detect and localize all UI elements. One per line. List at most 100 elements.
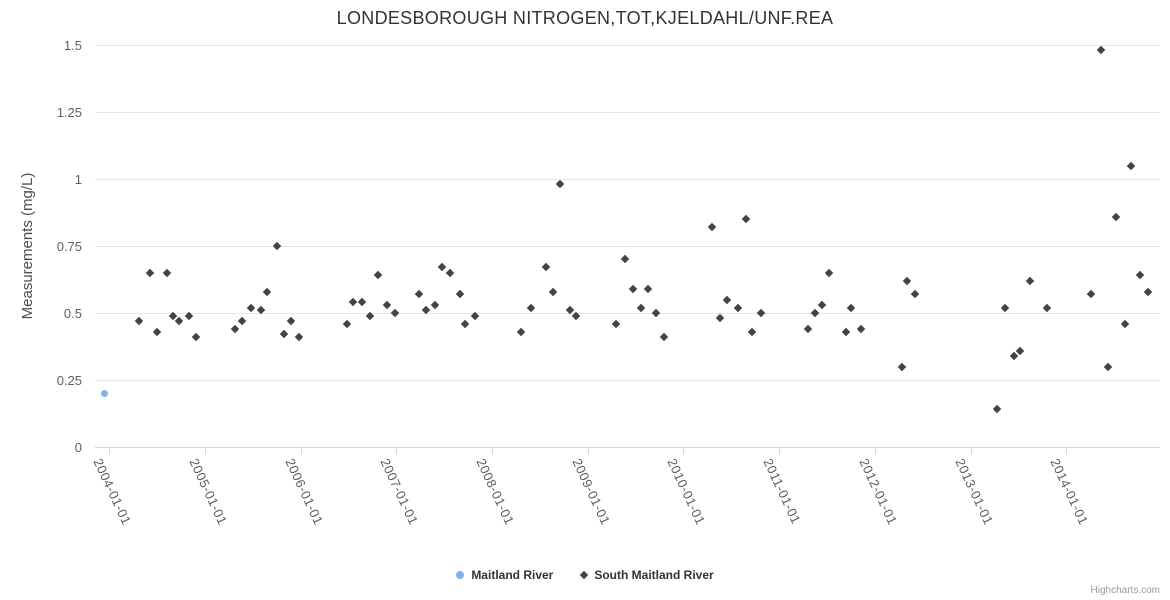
x-axis-tick <box>205 448 206 454</box>
data-point-south-maitland-river[interactable] <box>294 332 304 342</box>
circle-marker-icon <box>456 571 465 579</box>
data-point-south-maitland-river[interactable] <box>1135 271 1145 280</box>
data-point-south-maitland-river[interactable] <box>382 300 392 310</box>
data-point-south-maitland-river[interactable] <box>152 327 162 336</box>
data-point-south-maitland-river[interactable] <box>262 287 272 296</box>
data-point-south-maitland-river[interactable] <box>516 327 526 336</box>
x-axis-tick <box>301 448 302 454</box>
data-point-south-maitland-river[interactable] <box>438 263 447 272</box>
highcharts-credits[interactable]: Highcharts.com <box>1090 585 1160 596</box>
y-axis-tick-label: 1.5 <box>63 38 82 53</box>
data-point-south-maitland-river[interactable] <box>145 268 154 278</box>
data-point-south-maitland-river[interactable] <box>1111 212 1121 221</box>
data-point-south-maitland-river[interactable] <box>707 222 717 232</box>
x-axis-tick <box>971 448 972 454</box>
data-point-south-maitland-river[interactable] <box>1000 303 1010 312</box>
y-gridline <box>95 380 1160 381</box>
x-axis-tick <box>779 448 780 454</box>
data-point-south-maitland-river[interactable] <box>246 303 256 312</box>
x-axis-tick-label: 2009-01-01 <box>569 456 614 528</box>
data-point-south-maitland-river[interactable] <box>134 316 144 326</box>
x-axis-tick-label: 2004-01-01 <box>90 456 135 528</box>
data-point-south-maitland-river[interactable] <box>1096 46 1105 55</box>
data-point-south-maitland-river[interactable] <box>192 332 201 342</box>
x-axis-tick <box>492 448 493 454</box>
data-point-south-maitland-river[interactable] <box>1120 319 1129 328</box>
data-point-south-maitland-river[interactable] <box>817 300 827 310</box>
data-point-south-maitland-river[interactable] <box>715 314 725 323</box>
data-point-south-maitland-river[interactable] <box>993 405 1002 414</box>
data-point-south-maitland-river[interactable] <box>620 255 630 264</box>
data-point-south-maitland-river[interactable] <box>430 300 439 310</box>
data-point-south-maitland-river[interactable] <box>415 289 424 299</box>
data-point-south-maitland-river[interactable] <box>174 316 184 326</box>
legend-label: Maitland River <box>471 568 554 582</box>
data-point-south-maitland-river[interactable] <box>612 319 621 328</box>
data-point-south-maitland-river[interactable] <box>1104 362 1113 371</box>
x-axis-tick-label: 2012-01-01 <box>856 456 901 528</box>
data-point-south-maitland-river[interactable] <box>748 327 757 336</box>
x-axis-tick <box>396 448 397 454</box>
data-point-south-maitland-river[interactable] <box>824 268 834 278</box>
data-point-south-maitland-river[interactable] <box>455 289 464 299</box>
data-point-south-maitland-river[interactable] <box>637 303 646 312</box>
data-point-south-maitland-river[interactable] <box>651 308 660 318</box>
data-point-south-maitland-river[interactable] <box>342 319 351 328</box>
data-point-south-maitland-river[interactable] <box>628 284 637 294</box>
data-point-south-maitland-river[interactable] <box>1042 303 1052 312</box>
data-point-south-maitland-river[interactable] <box>238 316 247 326</box>
data-point-south-maitland-river[interactable] <box>660 332 669 342</box>
data-point-south-maitland-river[interactable] <box>741 214 750 224</box>
data-point-south-maitland-river[interactable] <box>390 308 399 318</box>
data-point-south-maitland-river[interactable] <box>357 298 367 307</box>
data-point-south-maitland-river[interactable] <box>445 268 455 278</box>
x-axis-tick-label: 2010-01-01 <box>664 456 709 528</box>
data-point-south-maitland-river[interactable] <box>857 324 866 334</box>
x-axis-tick <box>683 448 684 454</box>
data-point-maitland-river[interactable] <box>101 389 109 397</box>
data-point-south-maitland-river[interactable] <box>1086 289 1096 299</box>
data-point-south-maitland-river[interactable] <box>272 241 282 251</box>
data-point-south-maitland-river[interactable] <box>1009 351 1018 361</box>
legend-item-south-maitland-river[interactable]: South Maitland River <box>580 568 714 582</box>
data-point-south-maitland-river[interactable] <box>756 308 766 318</box>
data-point-south-maitland-river[interactable] <box>846 303 856 312</box>
data-point-south-maitland-river[interactable] <box>903 276 912 286</box>
legend-label: South Maitland River <box>594 568 714 582</box>
data-point-south-maitland-river[interactable] <box>723 295 732 304</box>
data-point-south-maitland-river[interactable] <box>541 263 550 272</box>
data-point-south-maitland-river[interactable] <box>549 287 558 296</box>
y-gridline <box>95 112 1160 113</box>
data-point-south-maitland-river[interactable] <box>349 298 358 307</box>
x-axis-line <box>95 447 1160 448</box>
data-point-south-maitland-river[interactable] <box>286 316 296 326</box>
data-point-south-maitland-river[interactable] <box>733 303 743 312</box>
data-point-south-maitland-river[interactable] <box>373 271 383 280</box>
data-point-south-maitland-river[interactable] <box>461 319 470 328</box>
legend: Maitland River South Maitland River <box>0 568 1170 582</box>
data-point-south-maitland-river[interactable] <box>279 330 288 339</box>
y-axis-tick-label: 0.25 <box>56 373 82 388</box>
data-point-south-maitland-river[interactable] <box>555 180 565 189</box>
data-point-south-maitland-river[interactable] <box>1025 276 1035 286</box>
data-point-south-maitland-river[interactable] <box>810 308 819 318</box>
data-point-south-maitland-river[interactable] <box>527 303 536 312</box>
data-point-south-maitland-river[interactable] <box>1143 287 1152 296</box>
data-point-south-maitland-river[interactable] <box>643 284 653 294</box>
data-point-south-maitland-river[interactable] <box>803 324 813 334</box>
data-point-south-maitland-river[interactable] <box>230 324 239 334</box>
data-point-south-maitland-river[interactable] <box>162 268 171 278</box>
data-point-south-maitland-river[interactable] <box>1127 161 1136 170</box>
legend-item-maitland-river[interactable]: Maitland River <box>456 568 553 582</box>
data-point-south-maitland-river[interactable] <box>897 362 906 371</box>
x-axis-tick-label: 2011-01-01 <box>760 456 804 527</box>
data-point-south-maitland-river[interactable] <box>841 327 851 336</box>
x-axis-tick-label: 2013-01-01 <box>952 456 997 528</box>
y-axis-tick-label: 0.5 <box>63 306 82 321</box>
data-point-south-maitland-river[interactable] <box>1016 346 1025 355</box>
x-axis-tick-label: 2014-01-01 <box>1047 456 1092 528</box>
y-gridline <box>95 179 1160 180</box>
data-point-south-maitland-river[interactable] <box>910 289 920 299</box>
